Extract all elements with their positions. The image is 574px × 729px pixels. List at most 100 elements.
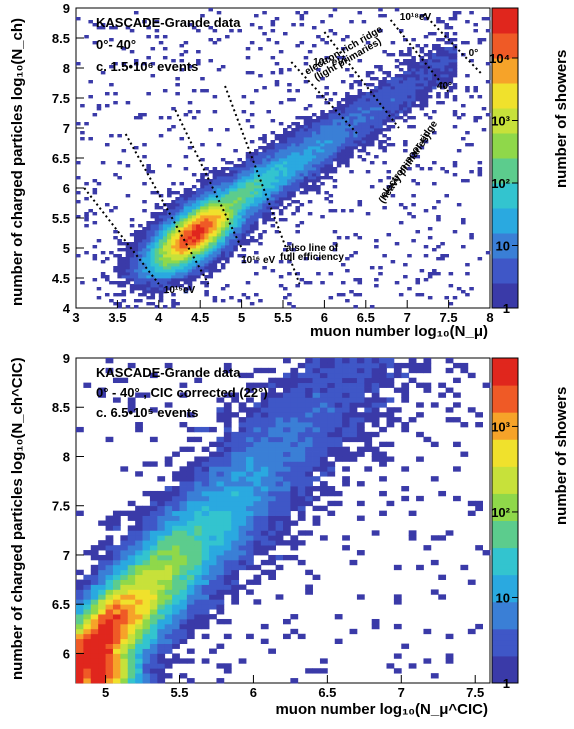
heatmap-cell: [419, 101, 425, 105]
heatmap-cell: [112, 520, 121, 526]
heatmap-cell: [371, 456, 380, 462]
colorbar-segment: [492, 38, 518, 44]
heatmap-cell: [138, 272, 143, 276]
heatmap-cell: [171, 182, 176, 186]
heatmap-cell: [386, 95, 392, 99]
heatmap-cell: [345, 68, 350, 72]
heatmap-cell: [260, 422, 269, 428]
heatmap-cell: [374, 113, 379, 117]
heatmap-cell: [84, 182, 89, 186]
heatmap-cell: [283, 530, 291, 536]
heatmap-cell: [154, 206, 160, 210]
heatmap-cell: [200, 233, 205, 237]
heatmap-cell: [191, 275, 197, 279]
heatmap-cell: [208, 257, 214, 261]
colorbar-segment: [492, 504, 518, 511]
heatmap-cell: [149, 638, 158, 644]
heatmap-cell: [266, 182, 271, 186]
heatmap-cell: [262, 137, 267, 141]
heatmap-cell: [411, 92, 416, 96]
heatmap-cell: [154, 245, 160, 249]
heatmap-cell: [416, 367, 424, 374]
heatmap-cell: [225, 221, 230, 225]
heatmap-cell: [233, 149, 238, 153]
heatmap-cell: [386, 143, 392, 147]
heatmap-cell: [260, 505, 269, 512]
heatmap-cell: [469, 287, 474, 291]
heatmap-cell: [200, 239, 205, 243]
heatmap-cell: [467, 407, 476, 413]
heatmap-cell: [312, 495, 321, 502]
heatmap-cell: [260, 451, 269, 457]
heatmap-cell: [334, 446, 343, 452]
heatmap-cell: [461, 179, 466, 183]
heatmap-cell: [245, 203, 251, 207]
heatmap-cell: [408, 530, 417, 536]
heatmap-cell: [245, 185, 251, 189]
heatmap-cell: [364, 417, 373, 423]
heatmap-cell: [129, 284, 135, 288]
heatmap-cell: [312, 397, 321, 403]
heatmap-cell: [237, 227, 242, 231]
heatmap-cell: [204, 203, 209, 207]
heatmap-cell: [353, 146, 358, 150]
heatmap-cell: [340, 125, 346, 129]
heatmap-cell: [316, 158, 321, 162]
heatmap-cell: [127, 525, 136, 531]
heatmap-cell: [378, 29, 383, 33]
heatmap-cell: [191, 245, 197, 249]
heatmap-cell: [371, 530, 380, 536]
heatmap-cell: [183, 197, 189, 201]
heatmap-cell: [316, 179, 321, 183]
heatmap-cell: [231, 490, 240, 497]
heatmap-cell: [427, 68, 433, 72]
heatmap-cell: [297, 372, 306, 379]
heatmap-cell: [223, 530, 232, 536]
heatmap-cell: [179, 594, 188, 600]
heatmap-cell: [357, 113, 363, 117]
heatmap-cell: [340, 122, 346, 126]
heatmap-cell: [430, 673, 439, 679]
heatmap-cell: [229, 200, 234, 204]
heatmap-cell: [183, 200, 189, 204]
heatmap-cell: [327, 510, 336, 516]
heatmap-cell: [172, 505, 180, 512]
heatmap-cell: [238, 486, 247, 492]
heatmap-cell: [233, 197, 238, 201]
heatmap-cell: [138, 281, 143, 285]
heatmap-cell: [220, 242, 226, 246]
heatmap-cell: [253, 515, 262, 521]
heatmap-cell: [113, 230, 118, 234]
heatmap-cell: [411, 89, 416, 93]
heatmap-cell: [146, 221, 151, 225]
heatmap-cell: [179, 44, 185, 48]
heatmap-cell: [171, 206, 176, 210]
heatmap-cell: [187, 146, 193, 150]
heatmap-cell: [76, 599, 84, 605]
heatmap-cell: [117, 305, 122, 309]
heatmap-cell: [105, 515, 114, 521]
heatmap-cell: [445, 358, 454, 364]
heatmap-cell: [249, 71, 255, 75]
heatmap-cell: [233, 227, 238, 231]
colorbar-segment: [492, 88, 518, 94]
heatmap-cell: [162, 239, 168, 243]
heatmap-cell: [229, 185, 234, 189]
colorbar-segment: [492, 466, 518, 473]
heatmap-cell: [146, 272, 151, 276]
heatmap-cell: [456, 11, 462, 15]
heatmap-cell: [245, 191, 251, 195]
heatmap-cell: [175, 269, 180, 273]
heatmap-cell: [201, 466, 210, 472]
heatmap-cell: [196, 269, 201, 273]
heatmap-cell: [253, 471, 262, 477]
heatmap-cell: [191, 221, 197, 225]
heatmap-cell: [423, 68, 429, 72]
heatmap-cell: [303, 11, 309, 15]
heatmap-cell: [216, 515, 225, 521]
heatmap-cell: [379, 382, 387, 388]
heatmap-cell: [133, 272, 139, 276]
heatmap-cell: [254, 14, 259, 18]
heatmap-cell: [76, 191, 81, 195]
